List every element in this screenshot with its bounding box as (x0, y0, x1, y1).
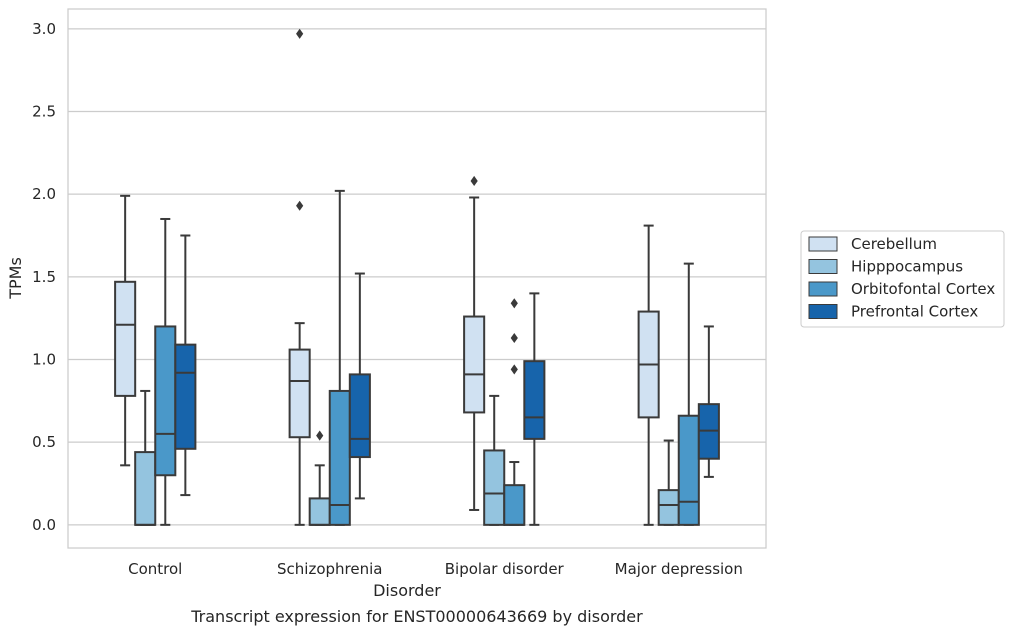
box-iqr (134, 451, 157, 526)
legend-label: Prefrontal Cortex (851, 303, 978, 321)
chart-caption: Transcript expression for ENST0000064366… (190, 607, 643, 626)
plot-area-frame (67, 8, 767, 549)
box-cerebellum (463, 175, 486, 511)
x-axis-ticks: Control Schizophrenia Bipolar disorder Majo… (128, 560, 743, 578)
box-prefrontal-cortex (697, 325, 720, 478)
outlier-point (296, 28, 304, 39)
y-tick-label: 3.0 (32, 20, 56, 38)
box-prefrontal-cortex (348, 272, 371, 500)
legend-swatch (808, 304, 838, 319)
box-iqr (483, 449, 506, 526)
outlier-point (296, 200, 304, 211)
box-orbitofontal-cortex (503, 298, 526, 526)
y-tick-label: 0.0 (32, 516, 56, 534)
outlier-point (470, 175, 478, 186)
box-iqr (114, 280, 137, 397)
box-cerebellum (114, 194, 137, 467)
box-iqr (677, 414, 700, 526)
box-hipppocampus (134, 389, 157, 526)
outlier-point (510, 364, 518, 375)
y-tick-label: 2.5 (32, 103, 56, 121)
y-axis-title: TPMs (6, 257, 25, 300)
box-cerebellum (637, 224, 660, 526)
box-hipppocampus (308, 430, 331, 526)
y-axis-ticks: 0.0 0.5 1.0 1.5 2.0 2.5 3.0 (32, 20, 56, 534)
y-tick-label: 1.0 (32, 351, 56, 369)
box-orbitofontal-cortex (154, 217, 177, 526)
legend-swatch (808, 281, 838, 297)
box-iqr (348, 373, 371, 459)
box-iqr (308, 497, 331, 526)
box-cerebellum (288, 28, 311, 526)
box-iqr (288, 348, 311, 439)
x-tick-label: Control (128, 560, 182, 578)
box-hipppocampus (483, 394, 506, 526)
outlier-point (510, 298, 518, 309)
outlier-point (510, 332, 518, 344)
x-axis-title: Disorder (373, 581, 441, 600)
box-iqr (503, 484, 526, 526)
box-iqr (463, 315, 486, 414)
legend-swatch (808, 259, 838, 274)
x-tick-label: Major depression (615, 560, 743, 578)
outlier-point (316, 430, 324, 441)
y-tick-label: 0.5 (32, 433, 56, 451)
legend-label: Cerebellum (851, 235, 937, 253)
boxes (114, 28, 720, 526)
box-iqr (154, 325, 177, 477)
legend-label: Hipppocampus (851, 258, 963, 276)
box-orbitofontal-cortex (677, 262, 700, 526)
legend-swatch (808, 236, 838, 252)
box-hipppocampus (657, 439, 680, 526)
y-tick-label: 1.5 (32, 268, 56, 286)
y-tick-label: 2.0 (32, 185, 56, 203)
box-orbitofontal-cortex (328, 189, 351, 526)
box-iqr (657, 489, 680, 526)
box-iqr (523, 360, 546, 440)
x-tick-label: Schizophrenia (277, 560, 382, 578)
legend-label: Orbitofontal Cortex (851, 280, 995, 298)
box-iqr (174, 343, 197, 450)
legend: Cerebellum Hipppocampus Orbitofontal Corte… (800, 230, 1005, 328)
legend-frame (800, 230, 1005, 328)
box-prefrontal-cortex (523, 292, 546, 526)
box-prefrontal-cortex (174, 234, 197, 497)
x-tick-label: Bipolar disorder (445, 560, 565, 578)
